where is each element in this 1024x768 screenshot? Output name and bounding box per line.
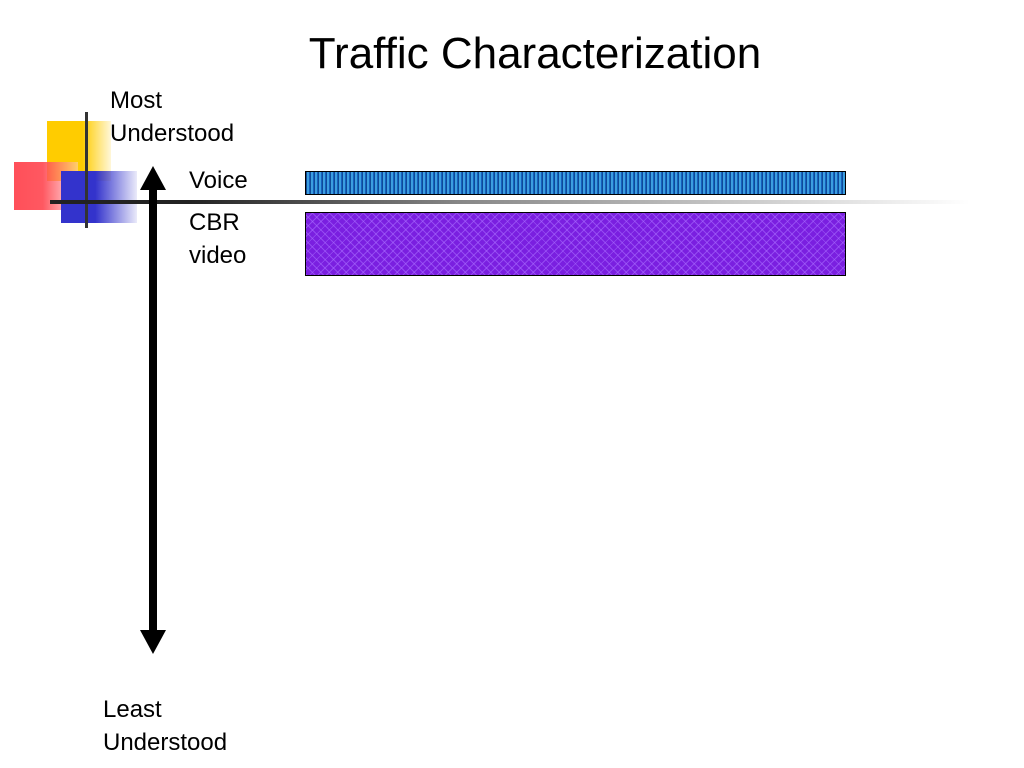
voice-bar	[305, 171, 846, 195]
voice-label-line-1: Voice	[189, 167, 248, 194]
cbr-video-bar	[305, 212, 846, 276]
least-understood-line-1: Least	[103, 696, 162, 723]
decorative-horizontal-line	[50, 200, 970, 204]
scale-arrow-head-up	[140, 166, 166, 190]
cbr-video-label: CBR video	[189, 206, 246, 272]
understanding-scale-arrow	[140, 166, 166, 654]
decorative-blue-square	[61, 171, 137, 223]
slide-title: Traffic Characterization	[308, 29, 762, 78]
most-understood-label: Most Understood	[110, 84, 234, 150]
most-understood-line-2: Understood	[110, 120, 235, 147]
least-understood-label: Least Understood	[103, 693, 227, 759]
most-understood-line-1: Most	[110, 87, 163, 114]
least-understood-line-2: Understood	[103, 729, 228, 756]
scale-arrow-head-down	[140, 630, 166, 654]
voice-label: Voice	[189, 164, 248, 197]
cbr-video-label-line-2: video	[189, 242, 247, 269]
cbr-video-label-line-1: CBR	[189, 209, 240, 236]
decorative-vertical-line	[85, 112, 88, 228]
